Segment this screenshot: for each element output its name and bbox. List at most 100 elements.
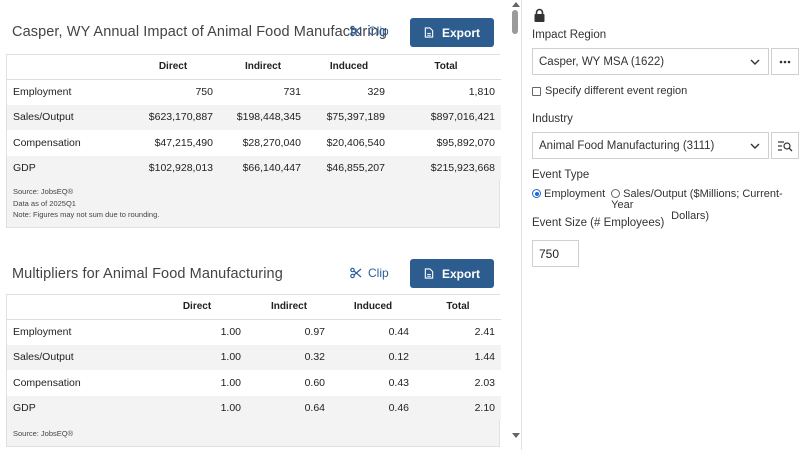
- multipliers-table: Direct Indirect Induced Total Employment…: [6, 294, 501, 447]
- cell-total: $897,016,421: [391, 104, 501, 130]
- row-label: GDP: [7, 395, 147, 421]
- impact-export-label: Export: [441, 25, 480, 40]
- region-more-button[interactable]: [771, 48, 799, 75]
- multipliers-title: Multipliers for Animal Food Manufacturin…: [12, 266, 283, 282]
- row-label: Compensation: [7, 370, 147, 396]
- row-label: Sales/Output: [7, 344, 147, 370]
- table-row: Sales/Output 1.00 0.32 0.12 1.44: [7, 344, 501, 370]
- cell-total: $215,923,668: [391, 155, 501, 181]
- table-row: Compensation $47,215,490 $28,270,040 $20…: [7, 130, 501, 156]
- radio-sales[interactable]: [611, 189, 621, 198]
- scissors-icon: [350, 267, 362, 279]
- header-direct: Direct: [127, 55, 219, 80]
- cell-total: 1.44: [415, 344, 501, 370]
- multipliers-clip-button[interactable]: Clip: [350, 266, 389, 280]
- table-row: GDP $102,928,013 $66,140,447 $46,855,207…: [7, 155, 501, 181]
- cell-total: 2.10: [415, 395, 501, 421]
- header-induced: Induced: [307, 55, 391, 80]
- industry-search-button[interactable]: [771, 132, 799, 159]
- cell-indirect: 731: [219, 79, 307, 105]
- scroll-thumb[interactable]: [512, 10, 518, 34]
- multipliers-header: Multipliers for Animal Food Manufacturin…: [6, 242, 500, 292]
- sales-option-label: Sales/Output ($Millions; Current-Year: [611, 188, 783, 211]
- header-direct: Direct: [147, 295, 247, 320]
- industry-select[interactable]: Animal Food Manufacturing (3111): [532, 132, 769, 159]
- note-data-date: Data as of 2025Q1: [13, 198, 76, 208]
- results-scrollbar[interactable]: [510, 0, 522, 450]
- employment-option-label: Employment: [544, 188, 606, 200]
- cell-direct: 1.00: [147, 370, 247, 396]
- industry-value: Animal Food Manufacturing (3111): [539, 139, 715, 152]
- cell-direct: 750: [127, 79, 219, 105]
- table-row: Compensation 1.00 0.60 0.43 2.03: [7, 370, 501, 396]
- cell-direct: $623,170,887: [127, 104, 219, 130]
- impact-clip-button[interactable]: Clip: [350, 24, 389, 38]
- impact-table-header: Direct Indirect Induced Total: [7, 55, 501, 80]
- impact-region-select[interactable]: Casper, WY MSA (1622): [532, 48, 769, 75]
- document-icon: [424, 27, 434, 38]
- multipliers-clip-label: Clip: [368, 266, 389, 280]
- scroll-up-arrow[interactable]: [512, 2, 520, 7]
- cell-induced: $46,855,207: [307, 155, 391, 181]
- table-row: Employment 1.00 0.97 0.44 2.41: [7, 319, 501, 345]
- event-type-sales[interactable]: Sales/Output ($Millions; Current-Year Do…: [611, 188, 800, 222]
- list-search-icon: [778, 140, 793, 151]
- event-size-input[interactable]: 750: [532, 240, 579, 267]
- note-source: Source: JobsEQ®: [13, 187, 74, 196]
- chevron-down-icon: [750, 143, 760, 149]
- cell-induced: $75,397,189: [307, 104, 391, 130]
- impact-title: Casper, WY Annual Impact of Animal Food …: [12, 24, 387, 40]
- scissors-icon: [350, 25, 362, 37]
- header-indirect: Indirect: [219, 55, 307, 80]
- cell-indirect: $28,270,040: [219, 130, 307, 156]
- row-label: Compensation: [7, 130, 127, 156]
- event-size-value: 750: [539, 246, 560, 261]
- cell-total: 2.03: [415, 370, 501, 396]
- scroll-down-arrow[interactable]: [512, 433, 520, 438]
- lock-icon[interactable]: [533, 8, 546, 23]
- note-rounding: Note: Figures may not sum due to roundin…: [13, 210, 160, 219]
- note-source: Source: JobsEQ®: [13, 429, 74, 438]
- more-horizontal-icon: [779, 60, 791, 63]
- checkbox-box[interactable]: [532, 86, 541, 96]
- cell-indirect: 0.64: [247, 395, 331, 421]
- cell-direct: $47,215,490: [127, 130, 219, 156]
- different-region-checkbox[interactable]: Specify different event region: [532, 85, 687, 97]
- header-total: Total: [391, 55, 501, 80]
- event-type-group: Employment Sales/Output ($Millions; Curr…: [532, 188, 800, 222]
- radio-employment[interactable]: [532, 189, 541, 198]
- cell-indirect: $66,140,447: [219, 155, 307, 181]
- multipliers-notes: Source: JobsEQ®: [7, 421, 499, 446]
- cell-indirect: 0.97: [247, 319, 331, 345]
- table-row: Sales/Output $623,170,887 $198,448,345 $…: [7, 104, 501, 130]
- impact-table: Direct Indirect Induced Total Employment…: [6, 54, 501, 228]
- multipliers-section: Multipliers for Animal Food Manufacturin…: [6, 242, 501, 447]
- industry-label: Industry: [532, 113, 573, 125]
- impact-export-button[interactable]: Export: [410, 18, 494, 47]
- header-induced: Induced: [331, 295, 415, 320]
- impact-clip-label: Clip: [368, 24, 389, 38]
- multipliers-export-button[interactable]: Export: [410, 259, 494, 288]
- cell-direct: 1.00: [147, 319, 247, 345]
- cell-total: $95,892,070: [391, 130, 501, 156]
- impact-notes: Source: JobsEQ® Data as of 2025Q1 Note: …: [7, 181, 499, 227]
- cell-induced: 329: [307, 79, 391, 105]
- settings-panel: Impact Region Casper, WY MSA (1622) Spec…: [523, 0, 800, 450]
- cell-direct: 1.00: [147, 344, 247, 370]
- multipliers-export-label: Export: [441, 266, 480, 281]
- event-type-employment[interactable]: Employment: [532, 188, 605, 222]
- sales-option-label-2: Dollars): [671, 210, 710, 222]
- event-type-label: Event Type: [532, 169, 590, 181]
- multipliers-table-header: Direct Indirect Induced Total: [7, 295, 501, 320]
- different-region-label: Specify different event region: [545, 85, 688, 97]
- cell-induced: 0.12: [331, 344, 415, 370]
- results-pane: Casper, WY Annual Impact of Animal Food …: [6, 18, 501, 447]
- header-blank: [7, 295, 147, 320]
- cell-induced: 0.46: [331, 395, 415, 421]
- cell-direct: $102,928,013: [127, 155, 219, 181]
- document-icon: [424, 268, 434, 279]
- cell-induced: $20,406,540: [307, 130, 391, 156]
- row-label: Employment: [7, 79, 127, 105]
- header-indirect: Indirect: [247, 295, 331, 320]
- row-label: Employment: [7, 319, 147, 345]
